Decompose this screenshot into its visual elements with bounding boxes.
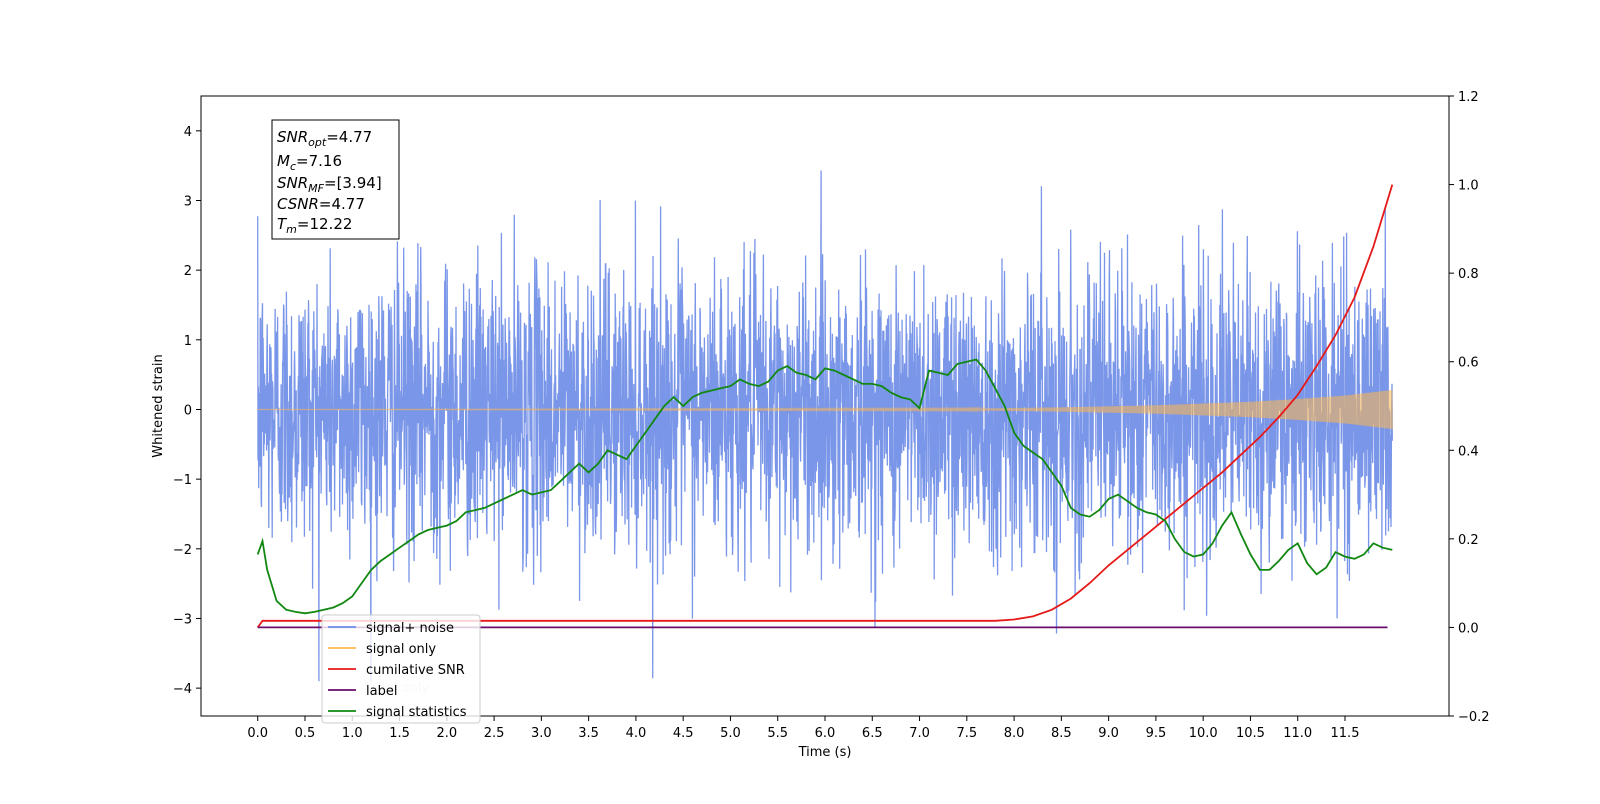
x-tick-label: 3.5 bbox=[578, 726, 599, 741]
y-tick-label: 3 bbox=[184, 194, 192, 209]
x-tick-label: 2.5 bbox=[484, 726, 505, 741]
annotation-frame bbox=[271, 119, 400, 240]
plot-area bbox=[256, 170, 1394, 682]
y2-tick-label: −0.2 bbox=[1458, 710, 1490, 725]
x-tick-label: 5.5 bbox=[767, 726, 788, 741]
legend-label: signal only bbox=[366, 642, 436, 657]
annotation-value: =7.16 bbox=[296, 152, 342, 170]
series-signal-noise bbox=[257, 170, 1393, 682]
x-tick-label: 0.5 bbox=[295, 726, 316, 741]
y2-tick-label: 0.2 bbox=[1458, 533, 1479, 548]
annotation-subscript: c bbox=[290, 160, 296, 173]
x-tick-label: 2.0 bbox=[436, 726, 457, 741]
annotation-value: =12.22 bbox=[297, 215, 353, 233]
annotation-name: T bbox=[277, 215, 288, 233]
annotation-subscript: opt bbox=[308, 136, 327, 149]
x-tick-label: 7.5 bbox=[956, 726, 977, 741]
legend-label: cumilative SNR bbox=[366, 663, 465, 678]
y2-axis: 1.2 1.0 0.8 0.6 0.4 0.2 0.0 −0.2 bbox=[1449, 90, 1490, 725]
annotation-line-csnr: CSNR=4.77 bbox=[277, 195, 365, 213]
y-tick-label: 2 bbox=[184, 264, 192, 279]
y2-tick-label: 0.6 bbox=[1458, 356, 1479, 371]
annotation-line-snr-mf: SNRMF=[3.94] bbox=[277, 174, 382, 195]
y2-tick-label: 0.4 bbox=[1458, 444, 1479, 459]
y2-tick-label: 0.8 bbox=[1458, 267, 1479, 282]
x-tick-label: 8.5 bbox=[1051, 726, 1072, 741]
x-tick-label: 10.5 bbox=[1236, 726, 1265, 741]
series-signal-only bbox=[257, 390, 1393, 429]
x-axis: 0.0 0.5 1.0 1.5 2.0 2.5 3.0 3.5 4.0 4.5 5.0 5.5 6.0 6… bbox=[247, 716, 1359, 741]
legend-box bbox=[321, 614, 481, 724]
y-tick-label: 1 bbox=[184, 334, 192, 349]
annotation-name: SNR bbox=[277, 174, 308, 192]
y-tick-label: 4 bbox=[184, 125, 192, 140]
y-tick-label: −2 bbox=[173, 543, 192, 558]
x-tick-label: 6.5 bbox=[862, 726, 883, 741]
y-tick-label: 0 bbox=[184, 403, 192, 418]
x-tick-label: 11.0 bbox=[1283, 726, 1312, 741]
x-tick-label: 1.0 bbox=[342, 726, 363, 741]
x-tick-label: 3.0 bbox=[531, 726, 552, 741]
x-tick-label: 7.0 bbox=[909, 726, 930, 741]
annotation-value: =4.77 bbox=[319, 195, 365, 213]
x-tick-label: 4.0 bbox=[626, 726, 647, 741]
x-tick-label: 6.0 bbox=[815, 726, 836, 741]
annotation-subscript: MF bbox=[308, 182, 324, 195]
legend-label: signal statistics bbox=[366, 705, 467, 720]
y-tick-label: −3 bbox=[173, 612, 192, 627]
annotation-line-mc: Mc=7.16 bbox=[277, 152, 342, 173]
y2-tick-label: 1.0 bbox=[1458, 179, 1479, 194]
annotation-subscript: m bbox=[286, 223, 297, 236]
y-tick-label: −1 bbox=[173, 473, 192, 488]
legend-label: label bbox=[366, 684, 397, 699]
annotation-value: =[3.94] bbox=[324, 174, 382, 192]
annotation-name: CSNR bbox=[277, 195, 319, 213]
x-tick-label: 9.0 bbox=[1098, 726, 1119, 741]
annotation-value: =4.77 bbox=[326, 128, 372, 146]
series-cumulative-snr bbox=[256, 184, 1394, 628]
x-tick-label: 10.0 bbox=[1189, 726, 1218, 741]
annotation-line-tm: Tm=12.22 bbox=[277, 215, 352, 236]
y2-tick-label: 1.2 bbox=[1458, 90, 1479, 105]
x-tick-label: 4.5 bbox=[673, 726, 694, 741]
y2-tick-label: 0.0 bbox=[1458, 621, 1479, 636]
x-tick-label: 0.0 bbox=[247, 726, 268, 741]
annotation-line-snr-opt: SNRopt=4.77 bbox=[277, 128, 372, 149]
x-tick-label: 8.0 bbox=[1004, 726, 1025, 741]
y-axis-label: Whitened strain bbox=[151, 354, 166, 457]
legend-label: signal+ noise bbox=[366, 621, 454, 636]
x-tick-label: 11.5 bbox=[1331, 726, 1360, 741]
annotation-name: M bbox=[277, 152, 290, 170]
x-tick-label: 5.0 bbox=[720, 726, 741, 741]
x-tick-label: 9.5 bbox=[1146, 726, 1167, 741]
annotation-name: SNR bbox=[277, 128, 308, 146]
y-tick-label: −4 bbox=[173, 682, 192, 697]
x-axis-label: Time (s) bbox=[798, 745, 852, 760]
annotation-box: SNRopt=4.77Mc=7.16SNRMF=[3.94]CSNR=4.77T… bbox=[271, 119, 400, 240]
x-tick-label: 1.5 bbox=[389, 726, 410, 741]
y-axis: 4 3 2 1 0 −1 −2 −3 −4 bbox=[173, 125, 201, 697]
series-signal-statistics bbox=[256, 358, 1393, 615]
